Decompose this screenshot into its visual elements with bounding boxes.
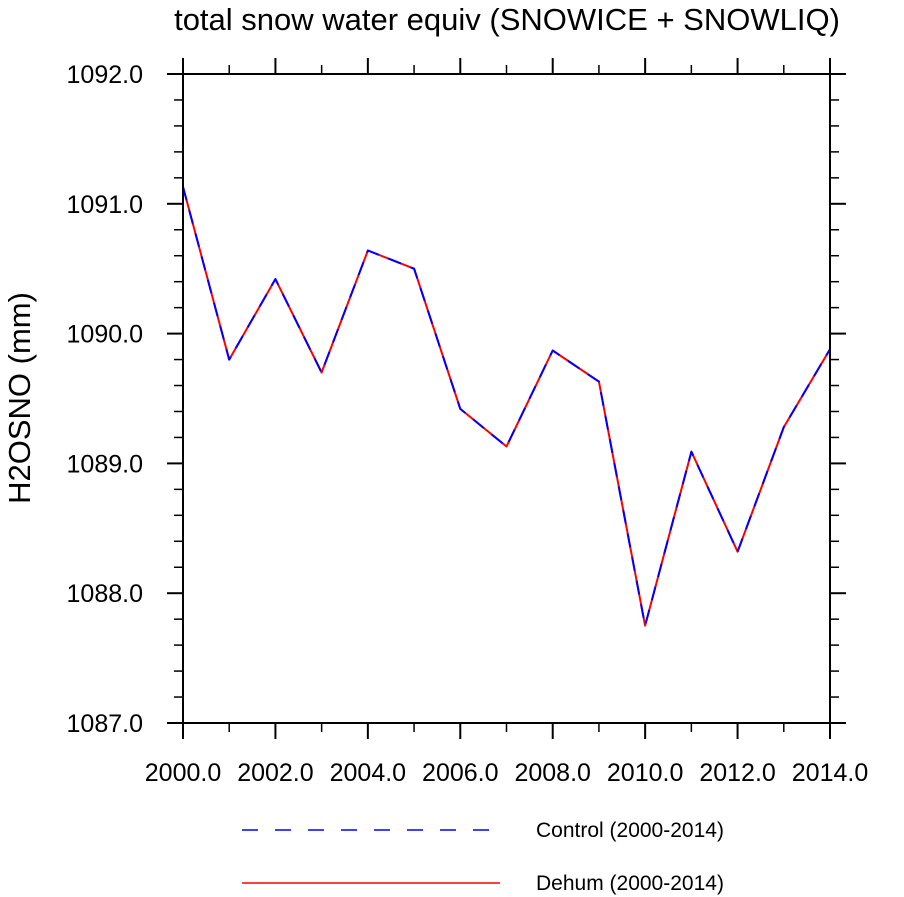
x-tick-label: 2010.0 bbox=[607, 759, 683, 787]
x-tick-label: 2004.0 bbox=[330, 759, 406, 787]
x-tick-label: 2002.0 bbox=[237, 759, 313, 787]
legend-label-control: Control (2000-2014) bbox=[536, 819, 724, 842]
series-lines bbox=[182, 186, 831, 627]
plot-frame bbox=[182, 73, 831, 724]
x-tick-label: 2014.0 bbox=[792, 759, 868, 787]
series-line-dehum bbox=[182, 186, 831, 627]
axis-ticks: 2000.0 2002.0 2004.0 2006.0 2008.0 2010.0 2012… bbox=[67, 58, 868, 787]
y-tick-label: 1091.0 bbox=[67, 191, 143, 219]
chart-title: total snow water equiv (SNOWICE + SNOWLI… bbox=[174, 2, 840, 37]
y-tick-label: 1087.0 bbox=[67, 710, 143, 738]
x-tick-label: 2012.0 bbox=[699, 759, 775, 787]
legend: Control (2000-2014) Dehum (2000-2014) bbox=[242, 819, 724, 895]
y-tick-label: 1090.0 bbox=[67, 321, 143, 349]
series-line-control bbox=[182, 186, 831, 627]
x-tick-label: 2006.0 bbox=[422, 759, 498, 787]
x-tick-label: 2008.0 bbox=[514, 759, 590, 787]
x-tick-label: 2000.0 bbox=[145, 759, 221, 787]
legend-label-dehum: Dehum (2000-2014) bbox=[536, 872, 724, 895]
y-axis-label: H2OSNO (mm) bbox=[2, 292, 37, 504]
y-tick-label: 1092.0 bbox=[67, 61, 143, 89]
y-tick-label: 1089.0 bbox=[67, 450, 143, 478]
y-tick-label: 1088.0 bbox=[67, 580, 143, 608]
